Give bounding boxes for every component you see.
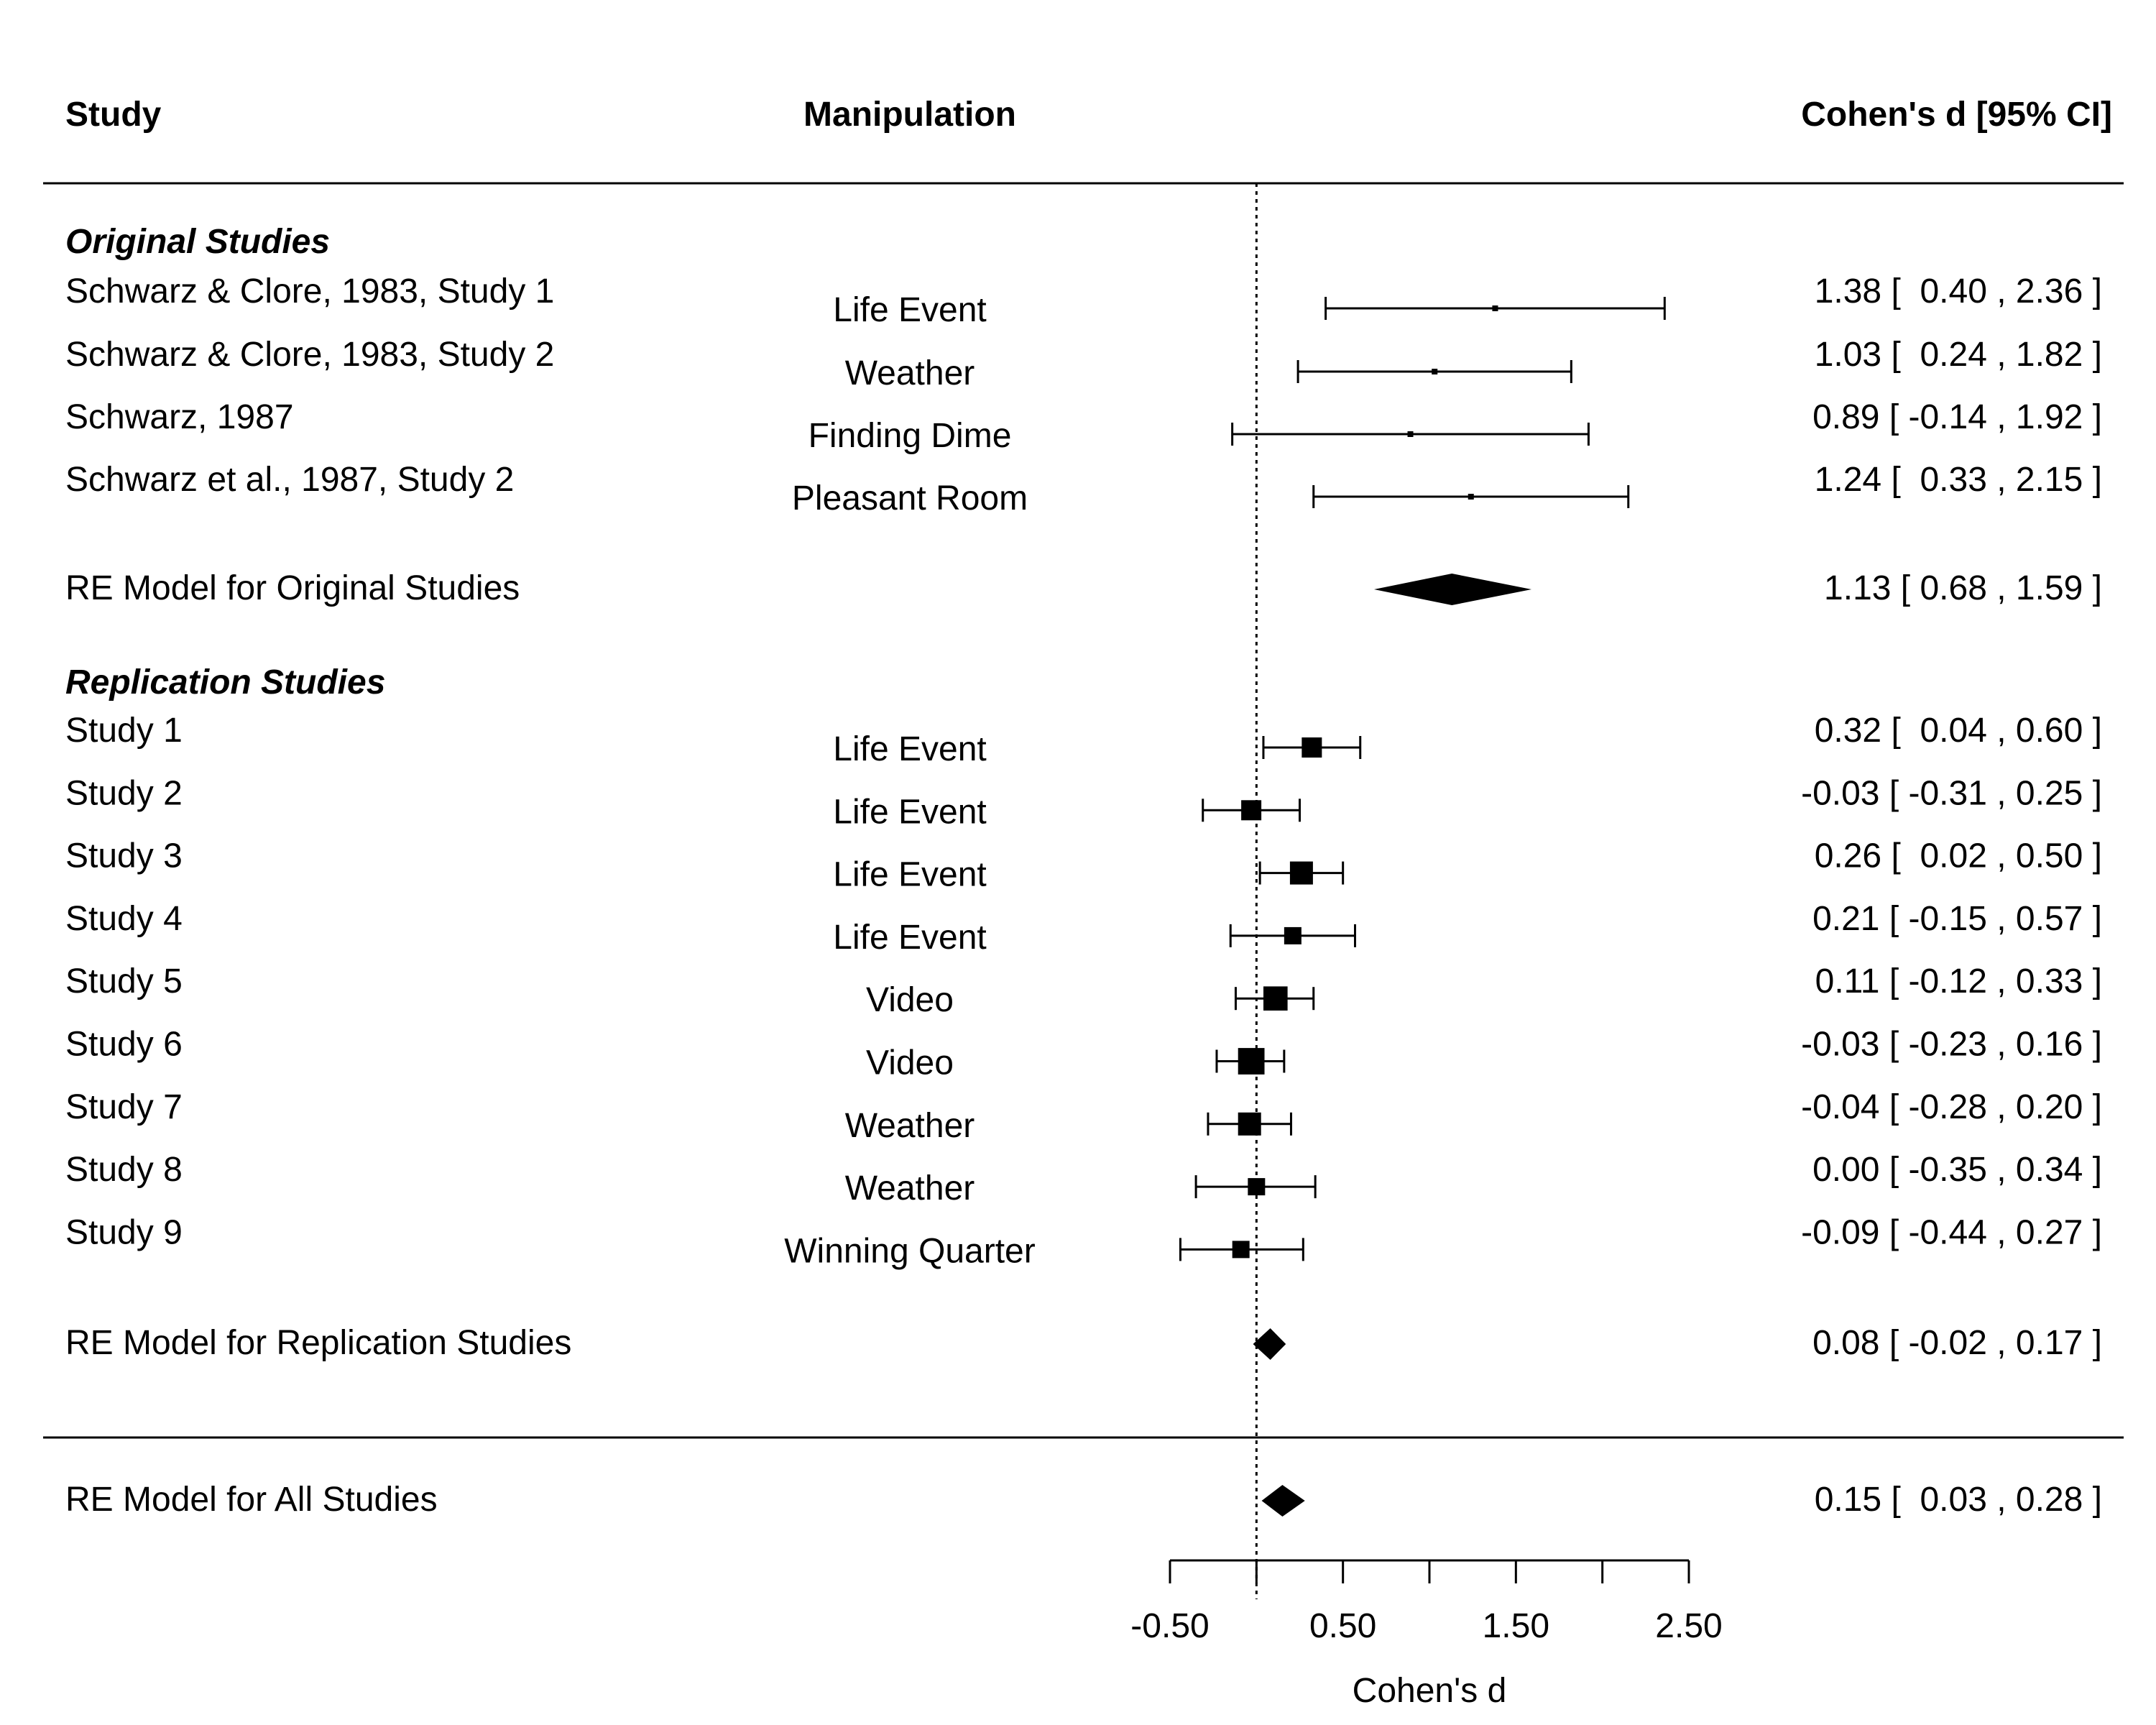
effect-size-label: 0.11 [ -0.12 , 0.33 ] xyxy=(1815,962,2102,1000)
effect-size-label: -0.03 [ -0.31 , 0.25 ] xyxy=(1801,774,2102,812)
manipulation-label: Finding Dime xyxy=(808,417,1012,455)
study-row: Study 3 Life Event 0.26 [ 0.02 , 0.50 ] xyxy=(65,837,2102,894)
manipulation-label: Winning Quarter xyxy=(784,1232,1035,1270)
study-row: Study 9 Winning Quarter -0.09 [ -0.44 , 0.… xyxy=(65,1213,2102,1270)
point-estimate xyxy=(1432,369,1438,374)
effect-size-label: 0.89 [ -0.14 , 1.92 ] xyxy=(1812,398,2102,436)
manipulation-label: Video xyxy=(866,981,954,1019)
summary-diamond xyxy=(1253,1328,1286,1360)
effect-size-label: -0.09 [ -0.44 , 0.27 ] xyxy=(1801,1213,2102,1251)
section-title-original: Original Studies xyxy=(65,223,330,261)
study-name: Study 7 xyxy=(65,1088,183,1126)
summary-diamond xyxy=(1261,1485,1305,1517)
effect-size-label: 0.21 [ -0.15 , 0.57 ] xyxy=(1812,900,2102,938)
study-row: Study 8 Weather 0.00 [ -0.35 , 0.34 ] xyxy=(65,1151,2102,1208)
manipulation-label: Pleasant Room xyxy=(792,479,1028,518)
manipulation-label: Weather xyxy=(845,1169,975,1208)
point-estimate xyxy=(1232,1241,1250,1259)
effect-size-label: 1.24 [ 0.33 , 2.15 ] xyxy=(1815,461,2102,499)
study-name: Study 5 xyxy=(65,962,183,1000)
study-row: Schwarz & Clore, 1983, Study 2 Weather 1.0… xyxy=(65,336,2102,392)
header-manipulation: Manipulation xyxy=(803,96,1016,134)
manipulation-label: Life Event xyxy=(833,919,986,957)
study-name: Study 4 xyxy=(65,900,183,938)
point-estimate xyxy=(1238,1112,1261,1136)
point-estimate xyxy=(1248,1178,1266,1196)
x-tick-label: 1.50 xyxy=(1483,1607,1549,1645)
study-name: Study 8 xyxy=(65,1151,183,1189)
study-row: Study 5 Video 0.11 [ -0.12 , 0.33 ] xyxy=(65,962,2102,1019)
point-estimate xyxy=(1492,305,1498,311)
study-name: Study 3 xyxy=(65,837,183,875)
manipulation-label: Weather xyxy=(845,1107,975,1145)
manipulation-label: Weather xyxy=(845,354,975,392)
point-estimate xyxy=(1238,1048,1265,1075)
summary-row: RE Model for Replication Studies 0.08 [ -… xyxy=(65,1324,2102,1362)
study-row: Schwarz & Clore, 1983, Study 1 Life Event… xyxy=(65,272,2102,329)
study-name: Study 1 xyxy=(65,712,183,750)
summary-name: RE Model for All Studies xyxy=(65,1481,438,1519)
header-study: Study xyxy=(65,96,162,134)
summary-name: RE Model for Replication Studies xyxy=(65,1324,571,1362)
effect-size-label: -0.03 [ -0.23 , 0.16 ] xyxy=(1801,1026,2102,1064)
effect-size-label: 0.32 [ 0.04 , 0.60 ] xyxy=(1815,712,2102,750)
summary-effect-label: 1.13 [ 0.68 , 1.59 ] xyxy=(1824,569,2102,607)
study-row: Study 2 Life Event -0.03 [ -0.31 , 0.25 ] xyxy=(65,774,2102,831)
x-axis-title: Cohen's d xyxy=(1353,1672,1507,1710)
manipulation-label: Video xyxy=(866,1044,954,1082)
point-estimate xyxy=(1284,926,1302,944)
effect-size-label: 0.00 [ -0.35 , 0.34 ] xyxy=(1812,1151,2102,1189)
x-tick-label: -0.50 xyxy=(1130,1607,1209,1645)
summary-diamond xyxy=(1373,574,1531,605)
point-estimate xyxy=(1468,494,1474,500)
study-row: Study 6 Video -0.03 [ -0.23 , 0.16 ] xyxy=(65,1026,2102,1082)
study-row: Schwarz, 1987 Finding Dime 0.89 [ -0.14 , … xyxy=(65,398,2102,455)
summary-row: RE Model for All Studies 0.15 [ 0.03 , 0.… xyxy=(65,1481,2102,1519)
study-name: Schwarz et al., 1987, Study 2 xyxy=(65,461,514,499)
summary-effect-label: 0.15 [ 0.03 , 0.28 ] xyxy=(1815,1481,2102,1519)
manipulation-label: Life Event xyxy=(833,730,986,768)
manipulation-label: Life Event xyxy=(833,793,986,831)
point-estimate xyxy=(1289,861,1313,885)
effect-size-label: -0.04 [ -0.28 , 0.20 ] xyxy=(1801,1088,2102,1126)
header-effect-size: Cohen's d [95% CI] xyxy=(1801,96,2112,134)
effect-size-label: 1.38 [ 0.40 , 2.36 ] xyxy=(1815,272,2102,310)
summary-row: RE Model for Original Studies 1.13 [ 0.68… xyxy=(65,569,2102,607)
forest-rows: Original Studies Schwarz & Clore, 1983, S… xyxy=(65,223,2102,1519)
study-row: Study 1 Life Event 0.32 [ 0.04 , 0.60 ] xyxy=(65,712,2102,768)
summary-name: RE Model for Original Studies xyxy=(65,569,520,607)
study-name: Schwarz & Clore, 1983, Study 2 xyxy=(65,336,554,374)
study-name: Study 2 xyxy=(65,774,183,812)
section-title-replication: Replication Studies xyxy=(65,663,385,702)
study-name: Study 6 xyxy=(65,1026,183,1064)
effect-size-label: 1.03 [ 0.24 , 1.82 ] xyxy=(1815,336,2102,374)
point-estimate xyxy=(1302,737,1322,758)
x-tick-label: 2.50 xyxy=(1655,1607,1722,1645)
point-estimate xyxy=(1407,431,1414,437)
manipulation-label: Life Event xyxy=(833,291,986,329)
effect-size-label: 0.26 [ 0.02 , 0.50 ] xyxy=(1815,837,2102,875)
study-row: Schwarz et al., 1987, Study 2 Pleasant Ro… xyxy=(65,461,2102,518)
x-axis-ticks: -0.50 0.50 1.50 2.50 xyxy=(1130,1560,1723,1645)
manipulation-label: Life Event xyxy=(833,856,986,894)
study-name: Schwarz, 1987 xyxy=(65,398,294,436)
study-name: Schwarz & Clore, 1983, Study 1 xyxy=(65,272,554,310)
study-name: Study 9 xyxy=(65,1213,183,1251)
study-row: Study 4 Life Event 0.21 [ -0.15 , 0.57 ] xyxy=(65,900,2102,957)
x-tick-label: 0.50 xyxy=(1309,1607,1376,1645)
point-estimate xyxy=(1263,986,1288,1011)
summary-effect-label: 0.08 [ -0.02 , 0.17 ] xyxy=(1812,1324,2102,1362)
study-row: Study 7 Weather -0.04 [ -0.28 , 0.20 ] xyxy=(65,1088,2102,1145)
point-estimate xyxy=(1241,800,1262,821)
